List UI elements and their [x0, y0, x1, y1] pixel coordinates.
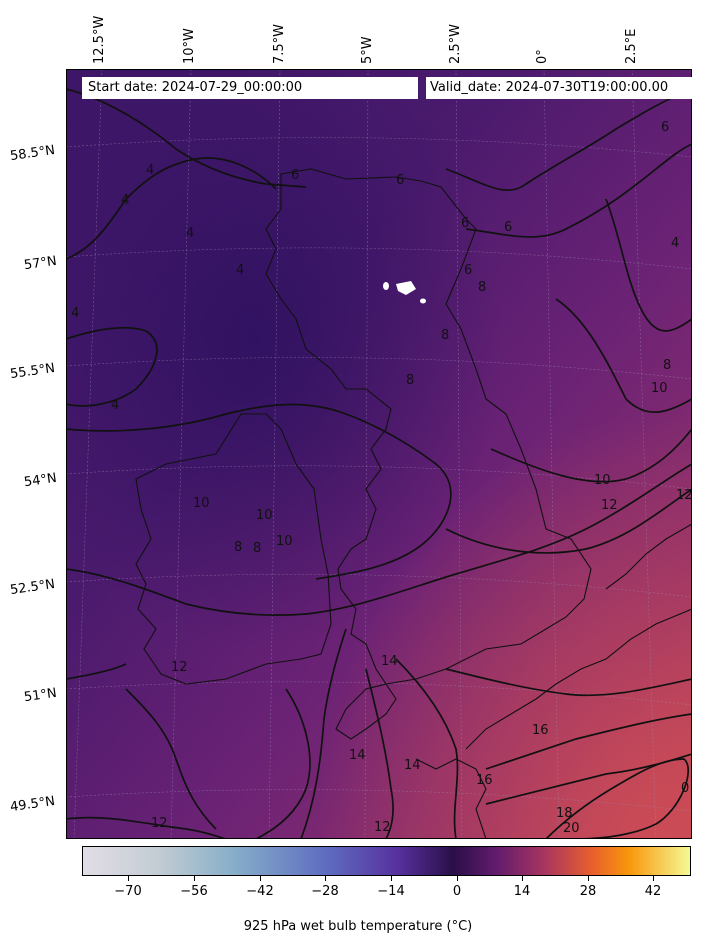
contour-label: 4 [121, 193, 129, 208]
valid-date-label: Valid_date: 2024-07-30T19:00:00.00 [426, 77, 694, 99]
colorbar-title: 925 hPa wet bulb temperature (°C) [243, 919, 473, 934]
colorbar-tick [194, 876, 195, 881]
colorbar-tick-label: 42 [644, 884, 662, 899]
contour-label: 6 [504, 220, 512, 235]
colorbar-tick-label: −70 [114, 884, 142, 899]
contour-label: 12 [676, 488, 692, 503]
colorbar-tick [128, 876, 129, 881]
contour-label: 6 [396, 173, 404, 188]
lat-label-52.5n: 52.5°N [9, 576, 56, 599]
colorbar-tick-label: −56 [180, 884, 208, 899]
contour-lines [66, 88, 692, 839]
contour-label: 4 [671, 236, 679, 251]
contour-label: 4 [111, 398, 119, 413]
colorbar-tick [457, 876, 458, 881]
contour-label: 8 [234, 540, 242, 555]
colorbar-tick-label: −14 [377, 884, 405, 899]
colorbar-tick-label: −42 [246, 884, 274, 899]
lon-label-5w: 5°W [360, 36, 375, 64]
contour-label: 4 [186, 226, 194, 241]
contour-label: 14 [404, 758, 421, 773]
contour-label: 8 [663, 358, 671, 373]
contour-label: 8 [253, 541, 261, 556]
contour-label: 12 [601, 498, 618, 513]
colorbar-tick [522, 876, 523, 881]
wet-bulb-temperature-map: 4 4 4 4 4 4 4 6 6 6 6 6 6 8 8 8 8 8 8 10… [66, 69, 692, 839]
colorbar [82, 846, 691, 876]
contour-label-group: 4 4 4 4 4 4 4 6 6 6 6 6 6 8 8 8 8 8 8 10… [71, 120, 692, 836]
coastlines [135, 168, 692, 839]
valid-date-text: Valid_date: 2024-07-30T19:00:00.00 [430, 80, 669, 95]
contour-label: 10 [651, 381, 668, 396]
lon-label-7.5w: 7.5°W [272, 23, 287, 64]
colorbar-tick [588, 876, 589, 881]
colorbar-tick-label: 28 [579, 884, 597, 899]
contour-label: 16 [476, 773, 493, 788]
colorbar-tick [391, 876, 392, 881]
colorbar-tick [260, 876, 261, 881]
contour-label: 10 [193, 496, 210, 511]
contour-label: 4 [236, 263, 244, 278]
graticule [66, 69, 692, 839]
contour-label: 12 [171, 660, 188, 675]
contour-label: 16 [532, 723, 549, 738]
colorbar-tick-label: −28 [311, 884, 339, 899]
contour-label: 6 [461, 216, 469, 231]
colorbar-tick-label: 14 [513, 884, 531, 899]
lon-label-2.5e: 2.5°E [624, 28, 639, 64]
lon-label-12.5w: 12.5°W [92, 15, 107, 64]
missing-data-patches [383, 281, 426, 304]
lat-label-58.5n: 58.5°N [9, 142, 56, 165]
lat-label-57n: 57°N [23, 253, 58, 274]
start-date-text: Start date: 2024-07-29_00:00:00 [88, 80, 303, 95]
contour-label: 6 [661, 120, 669, 135]
lat-label-51n: 51°N [23, 685, 58, 706]
contour-label: 20 [563, 821, 580, 836]
contour-label: 8 [406, 373, 414, 388]
contour-label: 18 [556, 806, 573, 821]
colorbar-tick [653, 876, 654, 881]
contour-label: 12 [151, 816, 168, 831]
lat-label-55.5n: 55.5°N [9, 360, 56, 383]
contour-label: 12 [374, 820, 391, 835]
contour-label: 10 [276, 534, 293, 549]
colorbar-tick [325, 876, 326, 881]
lon-label-0: 0° [535, 49, 550, 64]
lon-label-10w: 10°W [182, 28, 197, 64]
start-date-label: Start date: 2024-07-29_00:00:00 [82, 77, 418, 99]
colorbar-tick-label: 0 [452, 884, 462, 899]
lon-label-2.5w: 2.5°W [448, 23, 463, 64]
contour-label: 10 [594, 473, 611, 488]
contour-label: 8 [441, 328, 449, 343]
lat-label-49.5n: 49.5°N [9, 793, 56, 816]
contour-label: 10 [256, 508, 273, 523]
contour-label: 4 [146, 163, 154, 178]
contour-label: 6 [464, 263, 472, 278]
lat-label-54n: 54°N [23, 470, 58, 491]
contour-label: 0 [681, 781, 689, 796]
contour-label: 14 [349, 748, 366, 763]
contour-label: 14 [381, 654, 398, 669]
contour-label: 8 [478, 280, 486, 295]
contour-label: 4 [71, 306, 79, 321]
contour-label: 6 [291, 168, 299, 183]
